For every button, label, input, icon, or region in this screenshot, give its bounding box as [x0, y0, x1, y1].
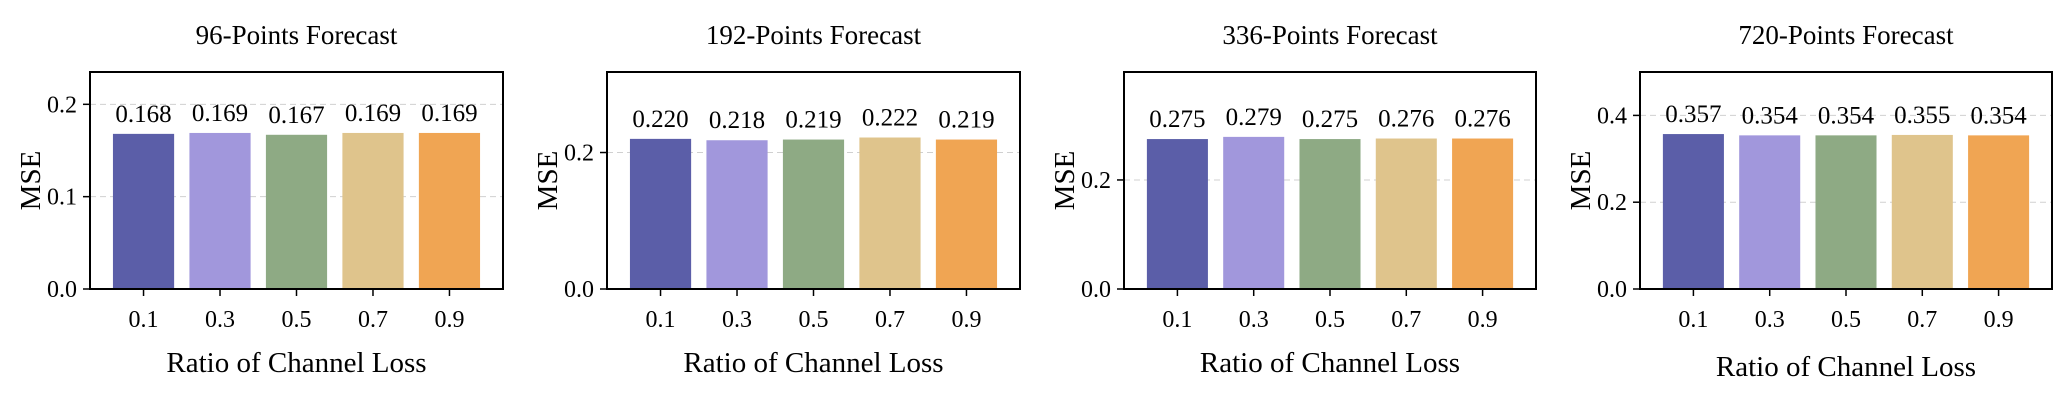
x-tick-label: 0.5 — [799, 307, 829, 333]
x-tick-label: 0.5 — [282, 307, 312, 333]
y-axis-label: MSE — [1565, 151, 1597, 211]
plot-frame — [1639, 71, 2053, 290]
y-tick-label: 0.0 — [1081, 277, 1111, 303]
x-tick-label: 0.5 — [1315, 307, 1345, 333]
bar — [1452, 138, 1514, 289]
y-tick-label: 0.0 — [1597, 277, 1627, 303]
y-tick-label: 0.2 — [47, 92, 77, 118]
data-label: 0.354 — [1970, 102, 2027, 129]
chart-title: 336-Points Forecast — [1222, 20, 1438, 50]
data-label: 0.279 — [1226, 104, 1282, 131]
x-tick-label: 0.7 — [358, 307, 388, 333]
x-tick-label: 0.7 — [875, 307, 905, 333]
y-axis-label: MSE — [1049, 151, 1081, 211]
x-tick-label: 0.7 — [1907, 307, 1937, 333]
data-label: 0.355 — [1894, 102, 1950, 129]
y-tick-label: 0.2 — [1597, 190, 1627, 216]
x-tick-label: 0.1 — [129, 307, 159, 333]
x-axis-label: Ratio of Channel Loss — [166, 347, 426, 379]
data-label: 0.220 — [632, 106, 688, 133]
bar — [782, 139, 845, 289]
data-label: 0.168 — [115, 101, 171, 128]
x-tick-label: 0.1 — [1678, 307, 1708, 333]
y-tick-label: 0.4 — [1597, 103, 1627, 129]
x-tick-label: 0.1 — [1162, 307, 1192, 333]
bar — [342, 132, 404, 289]
x-tick-label: 0.1 — [646, 307, 676, 333]
x-tick-label: 0.3 — [722, 307, 752, 333]
bar — [706, 140, 768, 289]
y-tick-label: 0.0 — [47, 277, 77, 303]
data-label: 0.219 — [785, 107, 841, 134]
data-label: 0.169 — [192, 100, 248, 127]
x-tick-label: 0.7 — [1391, 307, 1421, 333]
data-label: 0.169 — [421, 100, 477, 127]
data-label: 0.357 — [1665, 101, 1721, 128]
data-label: 0.275 — [1149, 106, 1205, 133]
y-axis-label: MSE — [15, 151, 47, 211]
bar — [112, 133, 175, 289]
y-tick-label: 0.2 — [1081, 168, 1111, 194]
bar — [1299, 139, 1361, 289]
bar — [1146, 139, 1208, 289]
chart-panel-2: 0.220 0.1 0.218 0.3 0.219 0.5 0.222 0.7 0.219 0.9… — [532, 20, 1021, 379]
x-tick-label: 0.9 — [951, 307, 981, 333]
chart-title: 192-Points Forecast — [706, 20, 922, 50]
x-axis-label: Ratio of Channel Loss — [1200, 347, 1460, 379]
y-tick-label: 0.2 — [564, 141, 594, 167]
data-label: 0.276 — [1378, 106, 1434, 133]
data-label: 0.219 — [938, 107, 994, 134]
plot-frame — [606, 71, 1021, 290]
bar — [1662, 134, 1724, 289]
chart-panel-4: 0.357 0.1 0.354 0.3 0.354 0.5 0.355 0.7 0.354 0.9… — [1565, 20, 2053, 383]
data-label: 0.354 — [1742, 102, 1799, 129]
bar — [1223, 136, 1285, 289]
bar — [189, 132, 251, 289]
x-tick-label: 0.3 — [205, 307, 235, 333]
bar — [935, 139, 998, 289]
chart-panel-1: 0.168 0.1 0.169 0.3 0.167 0.5 0.169 0.7 0.169 0.9… — [15, 20, 504, 379]
x-tick-label: 0.3 — [1755, 307, 1785, 333]
chart-title: 96-Points Forecast — [196, 20, 398, 50]
data-label: 0.276 — [1454, 106, 1510, 133]
data-label: 0.354 — [1818, 102, 1875, 129]
x-tick-label: 0.3 — [1239, 307, 1269, 333]
bar — [418, 132, 481, 289]
x-tick-label: 0.9 — [434, 307, 464, 333]
y-tick-label: 0.1 — [47, 185, 77, 211]
plot-frame — [89, 71, 504, 290]
data-label: 0.222 — [862, 105, 918, 132]
bar — [1891, 134, 1953, 289]
data-label: 0.169 — [345, 100, 401, 127]
bar — [1739, 135, 1801, 289]
x-axis-label: Ratio of Channel Loss — [1716, 351, 1976, 383]
y-axis-label: MSE — [532, 151, 564, 211]
bar — [1968, 135, 2030, 289]
plot-frame — [1123, 71, 1537, 290]
bar — [265, 134, 328, 289]
x-tick-label: 0.9 — [1984, 307, 2014, 333]
chart-title: 720-Points Forecast — [1738, 20, 1954, 50]
data-label: 0.167 — [268, 102, 324, 129]
data-label: 0.275 — [1302, 106, 1358, 133]
bar — [629, 138, 692, 289]
x-axis-label: Ratio of Channel Loss — [683, 347, 943, 379]
bar — [1375, 138, 1437, 289]
bar — [1815, 135, 1877, 289]
x-tick-label: 0.9 — [1468, 307, 1498, 333]
y-tick-label: 0.0 — [564, 277, 594, 303]
chart-panel-3: 0.275 0.1 0.279 0.3 0.275 0.5 0.276 0.7 0.276 0.9… — [1049, 20, 1537, 379]
bar — [859, 137, 921, 289]
x-tick-label: 0.5 — [1831, 307, 1861, 333]
data-label: 0.218 — [709, 107, 765, 134]
